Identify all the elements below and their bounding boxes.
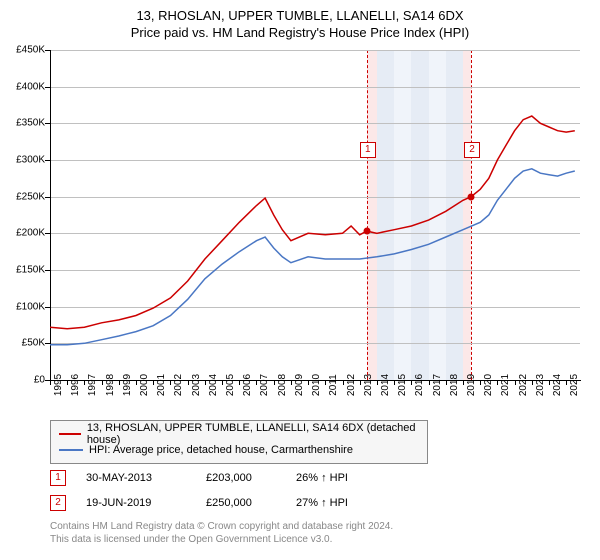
sale-price-1: £203,000 [206, 472, 276, 484]
sale-dot [363, 228, 370, 235]
x-axis-label: 2007 [259, 374, 270, 396]
series-hpi [50, 169, 575, 345]
x-axis-label: 2020 [483, 374, 494, 396]
chart-subtitle: Price paid vs. HM Land Registry's House … [0, 23, 600, 46]
y-axis-label: £150K [16, 265, 45, 276]
x-axis-label: 2005 [225, 374, 236, 396]
x-axis-label: 2017 [432, 374, 443, 396]
line-series [50, 50, 580, 380]
x-axis-label: 2022 [518, 374, 529, 396]
footer-line-2: This data is licensed under the Open Gov… [50, 533, 393, 546]
x-axis-label: 2013 [363, 374, 374, 396]
sale-date-2: 19-JUN-2019 [86, 497, 186, 509]
x-axis-label: 1998 [105, 374, 116, 396]
y-axis-label: £350K [16, 118, 45, 129]
x-axis-label: 2012 [346, 374, 357, 396]
sale-row-2: 2 19-JUN-2019 £250,000 27% ↑ HPI [50, 495, 348, 511]
x-axis-label: 2003 [191, 374, 202, 396]
x-axis-label: 2004 [208, 374, 219, 396]
sale-row-1: 1 30-MAY-2013 £203,000 26% ↑ HPI [50, 470, 348, 486]
chart-container: 13, RHOSLAN, UPPER TUMBLE, LLANELLI, SA1… [0, 0, 600, 560]
footer: Contains HM Land Registry data © Crown c… [50, 520, 393, 546]
footer-line-1: Contains HM Land Registry data © Crown c… [50, 520, 393, 533]
sale-delta-1: 26% ↑ HPI [296, 472, 348, 484]
chart-annotation: 2 [464, 142, 480, 158]
x-axis-label: 2025 [569, 374, 580, 396]
y-axis-label: £100K [16, 301, 45, 312]
legend-swatch-1 [59, 433, 81, 435]
chart-area: 12 £0£50K£100K£150K£200K£250K£300K£350K£… [50, 50, 580, 380]
y-axis-label: £50K [22, 338, 45, 349]
x-axis-label: 2008 [277, 374, 288, 396]
legend-label-2: HPI: Average price, detached house, Carm… [89, 444, 353, 456]
sale-marker-2: 2 [50, 495, 66, 511]
x-axis-label: 1996 [70, 374, 81, 396]
sale-delta-2: 27% ↑ HPI [296, 497, 348, 509]
chart-title: 13, RHOSLAN, UPPER TUMBLE, LLANELLI, SA1… [0, 0, 600, 23]
x-axis-label: 2006 [242, 374, 253, 396]
x-axis-label: 2024 [552, 374, 563, 396]
sale-date-1: 30-MAY-2013 [86, 472, 186, 484]
x-axis-label: 2009 [294, 374, 305, 396]
x-axis-label: 2018 [449, 374, 460, 396]
x-axis-label: 1995 [53, 374, 64, 396]
sale-marker-1: 1 [50, 470, 66, 486]
x-axis-label: 2000 [139, 374, 150, 396]
x-axis-label: 2021 [500, 374, 511, 396]
legend-swatch-2 [59, 449, 83, 451]
legend-label-1: 13, RHOSLAN, UPPER TUMBLE, LLANELLI, SA1… [87, 422, 419, 446]
sale-price-2: £250,000 [206, 497, 276, 509]
x-axis-label: 1999 [122, 374, 133, 396]
sale-dot [468, 193, 475, 200]
x-axis-label: 2019 [466, 374, 477, 396]
x-axis-label: 2010 [311, 374, 322, 396]
y-axis-label: £250K [16, 191, 45, 202]
legend-item-1: 13, RHOSLAN, UPPER TUMBLE, LLANELLI, SA1… [59, 426, 419, 442]
x-axis-label: 2014 [380, 374, 391, 396]
y-axis-label: £450K [16, 45, 45, 56]
x-axis-label: 2011 [328, 374, 339, 396]
y-axis-label: £0 [34, 375, 45, 386]
x-axis-label: 2001 [156, 374, 167, 396]
x-axis-label: 2015 [397, 374, 408, 396]
x-axis-label: 2023 [535, 374, 546, 396]
series-price_paid [50, 116, 575, 329]
chart-annotation: 1 [360, 142, 376, 158]
legend: 13, RHOSLAN, UPPER TUMBLE, LLANELLI, SA1… [50, 420, 428, 464]
x-axis-label: 2002 [173, 374, 184, 396]
x-axis-label: 1997 [87, 374, 98, 396]
y-axis-label: £200K [16, 228, 45, 239]
y-axis-label: £300K [16, 155, 45, 166]
x-axis-label: 2016 [414, 374, 425, 396]
y-axis-label: £400K [16, 81, 45, 92]
